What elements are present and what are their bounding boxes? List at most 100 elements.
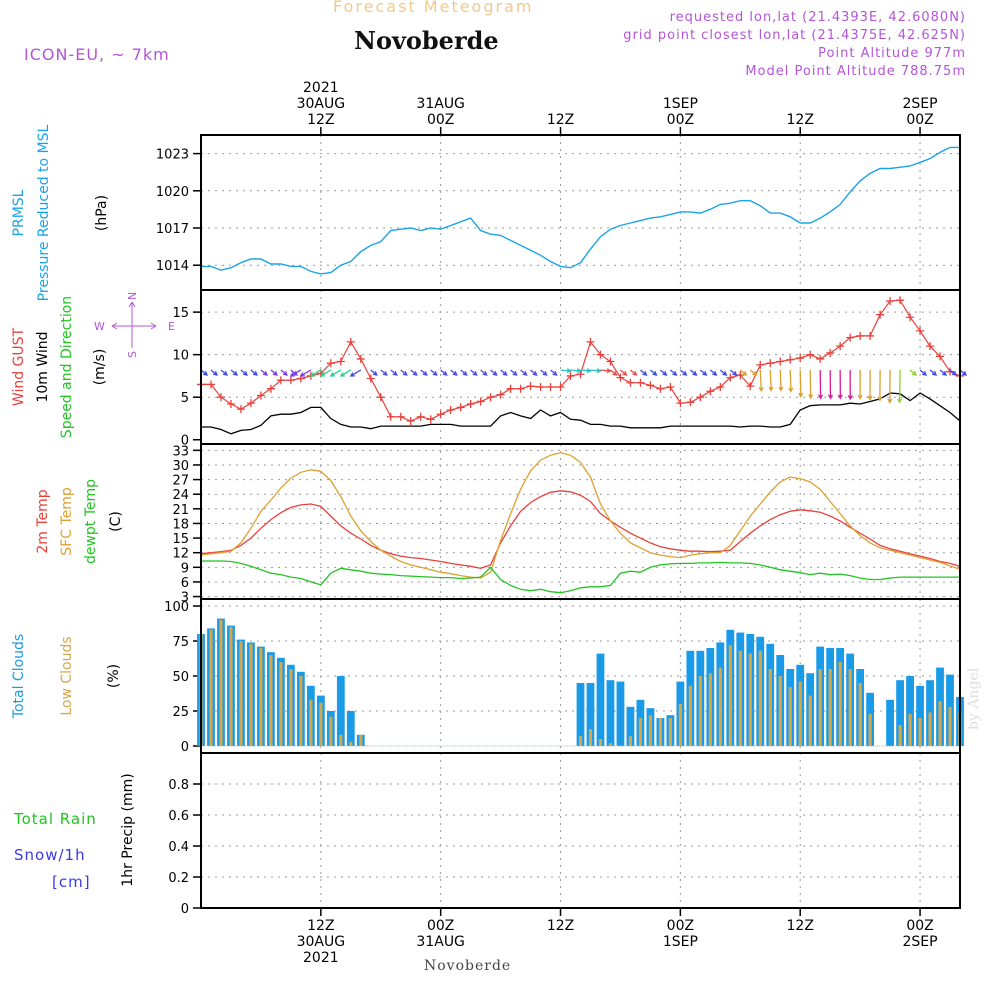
y-tick-label: 27	[172, 474, 189, 489]
wind-direction-arrow	[799, 369, 802, 397]
wind-arrow-head	[552, 371, 558, 376]
wind-gust-marker	[376, 393, 385, 402]
wind-direction-arrow	[600, 369, 611, 372]
low-cloud-bar	[688, 685, 692, 746]
bottom-time-label: 12Z	[547, 918, 574, 934]
low-cloud-bar	[788, 687, 792, 746]
wind-gust-marker	[206, 380, 215, 389]
wind-arrow-head	[232, 371, 239, 376]
low-cloud-bar	[798, 681, 802, 746]
wind-arrow-head	[897, 398, 903, 404]
low-cloud-bar	[349, 741, 353, 746]
wind-arrow-head	[857, 394, 863, 400]
wind-arrow-head	[576, 368, 582, 374]
footer-station: Novoberde	[424, 958, 512, 974]
compass-n: N	[126, 292, 139, 300]
wind-gust-marker	[466, 400, 475, 409]
y-tick-label: 0.2	[168, 871, 189, 886]
requested-coords: requested lon,lat (21.4393E, 42.6080N)	[669, 10, 966, 25]
wind-arrow-head	[682, 371, 688, 376]
wind-gust-marker	[716, 382, 725, 391]
wind-gust-marker	[386, 412, 395, 421]
wind-gust-marker	[536, 382, 545, 391]
wind-arrow-head	[632, 371, 638, 376]
low-cloud-bar	[578, 736, 583, 746]
low-cloud-bar	[648, 715, 652, 746]
wind-gust-marker	[226, 400, 235, 409]
wind-gust-marker	[406, 417, 415, 426]
total-cloud-bar	[616, 681, 625, 746]
top-time-label: 2021	[303, 80, 339, 96]
wind-arrow-head	[402, 371, 408, 376]
wind-arrow-head	[202, 371, 209, 376]
wind-arrow-head	[329, 372, 335, 377]
temperature-axis-label: 2m Temp	[35, 489, 51, 553]
wind-arrow-head	[522, 371, 528, 376]
wind-arrow-head	[339, 372, 345, 377]
wind-gust-marker	[496, 390, 505, 399]
wind-arrow-head	[309, 372, 315, 377]
total-cloud-bar	[886, 699, 894, 746]
y-tick-label: 24	[172, 488, 189, 503]
wind-arrow-head	[382, 371, 388, 376]
wind-gust-marker	[596, 350, 605, 359]
wind-gust-marker	[646, 381, 655, 390]
wind-arrow-head	[672, 371, 678, 376]
y-tick-label: 6	[181, 576, 189, 591]
wind-arrow-head	[372, 371, 378, 376]
bottom-time-label: 2021	[303, 950, 339, 966]
bottom-time-label: 00Z	[427, 918, 454, 934]
low-cloud-bar	[658, 718, 662, 746]
low-cloud-bar	[768, 669, 772, 746]
wind-arrow-head	[887, 398, 893, 404]
wind-gust-marker	[606, 357, 615, 366]
low-cloud-bar	[868, 713, 872, 746]
wind-gust-marker	[936, 352, 945, 361]
total-cloud-bar	[576, 683, 585, 746]
y-tick-label: 1020	[156, 185, 189, 200]
wind-arrow-head	[502, 371, 508, 376]
compass-w: W	[94, 320, 105, 333]
faint-title: Forecast Meteogram	[333, 0, 534, 16]
clouds-axis-label: Total Clouds	[11, 634, 27, 719]
credit-byline: by Angel	[966, 667, 982, 730]
compass-e: E	[168, 320, 175, 333]
y-tick-label: 21	[172, 503, 189, 518]
low-cloud-bar	[718, 667, 722, 746]
wind-arrow-head	[742, 371, 748, 376]
compass-vertical	[128, 301, 136, 348]
wind-arrow-head	[642, 371, 648, 376]
low-cloud-bar	[938, 701, 942, 746]
y-tick-label: 0.8	[168, 778, 189, 793]
wind-direction-arrow	[779, 369, 782, 391]
low-cloud-bar	[299, 676, 303, 746]
y-tick-label: 0	[181, 902, 189, 917]
wind-gust-marker	[696, 393, 705, 402]
wind-gust-marker	[336, 357, 345, 366]
wind-direction-arrow	[560, 369, 571, 372]
low-cloud-bar	[319, 702, 323, 746]
low-cloud-bar	[309, 699, 313, 746]
bottom-time-label: 30AUG	[297, 934, 346, 950]
top-time-label: 00Z	[906, 112, 933, 128]
wind-gust-marker	[446, 405, 455, 414]
total-cloud-bar	[606, 680, 615, 746]
wind-gust-marker	[236, 405, 245, 414]
wind-axis-label: (m/s)	[92, 349, 108, 386]
bottom-time-label: 12Z	[307, 918, 334, 934]
low-cloud-bar	[598, 739, 603, 746]
wind-arrow-head	[432, 371, 438, 376]
wind-direction-arrow	[330, 369, 342, 377]
wind-arrow-head	[412, 371, 418, 376]
wind-gust-marker	[356, 354, 365, 363]
wind-axis-label: Speed and Direction	[59, 296, 75, 438]
wind-gust-marker	[686, 398, 695, 407]
wind-gust-marker	[276, 376, 285, 385]
y-tick-label: 5	[181, 391, 189, 406]
low-cloud-bar	[838, 662, 842, 746]
total-cloud-bar	[586, 683, 595, 746]
wind-gust-marker	[726, 373, 735, 382]
y-tick-label: 30	[172, 459, 189, 474]
low-cloud-bar	[229, 627, 233, 746]
wind-arrow-head	[758, 386, 764, 393]
